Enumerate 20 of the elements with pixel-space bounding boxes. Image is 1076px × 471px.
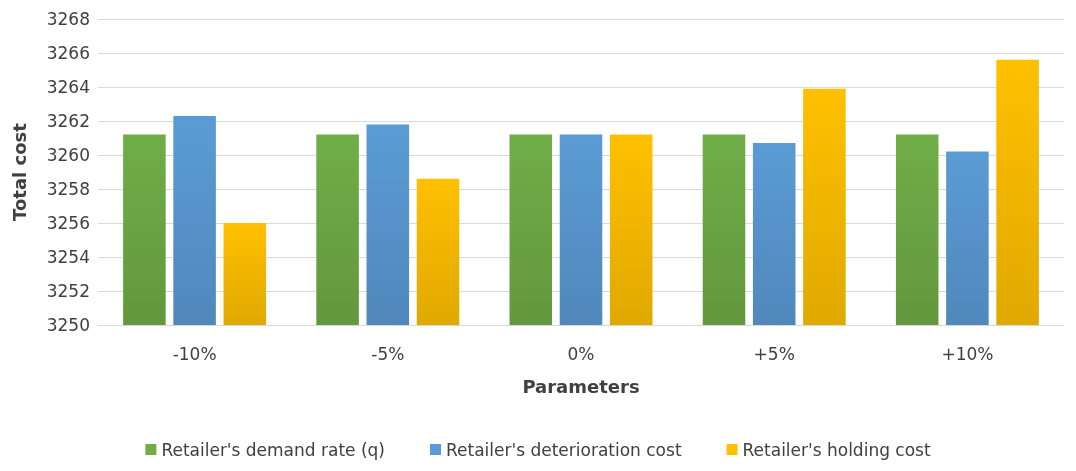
y-tick-label: 3256 [46,213,90,233]
y-tick-label: 3264 [46,77,90,97]
y-axis-title: Total cost [8,122,30,221]
x-tick-label: 0% [567,343,595,364]
y-tick-label: 3250 [46,315,90,335]
x-tick-label: +10% [941,343,994,364]
y-tick-label: 3266 [46,43,90,63]
y-tick-label: 3262 [46,111,90,131]
x-tick-label: -10% [172,343,217,364]
x-tick-label: -5% [371,343,405,364]
y-tick-label: 3268 [46,9,90,29]
legend-label: Retailer's holding cost [742,439,931,460]
x-tick-label: +5% [753,343,795,364]
legend-label: Retailer's deterioration cost [445,439,682,460]
y-tick-label: 3254 [46,247,90,267]
y-tick-label: 3252 [46,281,90,301]
y-tick-label: 3258 [46,179,90,199]
x-axis-title: Parameters [522,375,640,397]
legend-label: Retailer's demand rate (q) [161,439,385,460]
y-tick-label: 3260 [46,145,90,165]
